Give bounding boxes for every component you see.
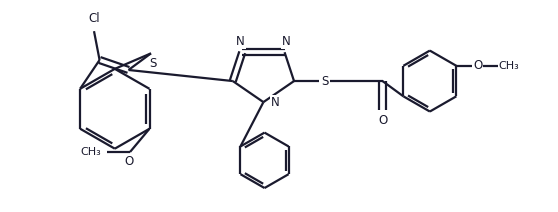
Text: Cl: Cl: [88, 13, 100, 25]
Text: CH₃: CH₃: [499, 61, 519, 71]
Text: S: S: [321, 75, 328, 88]
Text: S: S: [150, 57, 157, 70]
Text: O: O: [378, 114, 387, 127]
Text: O: O: [473, 59, 482, 72]
Text: CH₃: CH₃: [81, 147, 102, 157]
Text: N: N: [282, 35, 291, 48]
Text: N: N: [236, 35, 245, 48]
Text: O: O: [124, 155, 133, 169]
Text: N: N: [271, 96, 280, 109]
